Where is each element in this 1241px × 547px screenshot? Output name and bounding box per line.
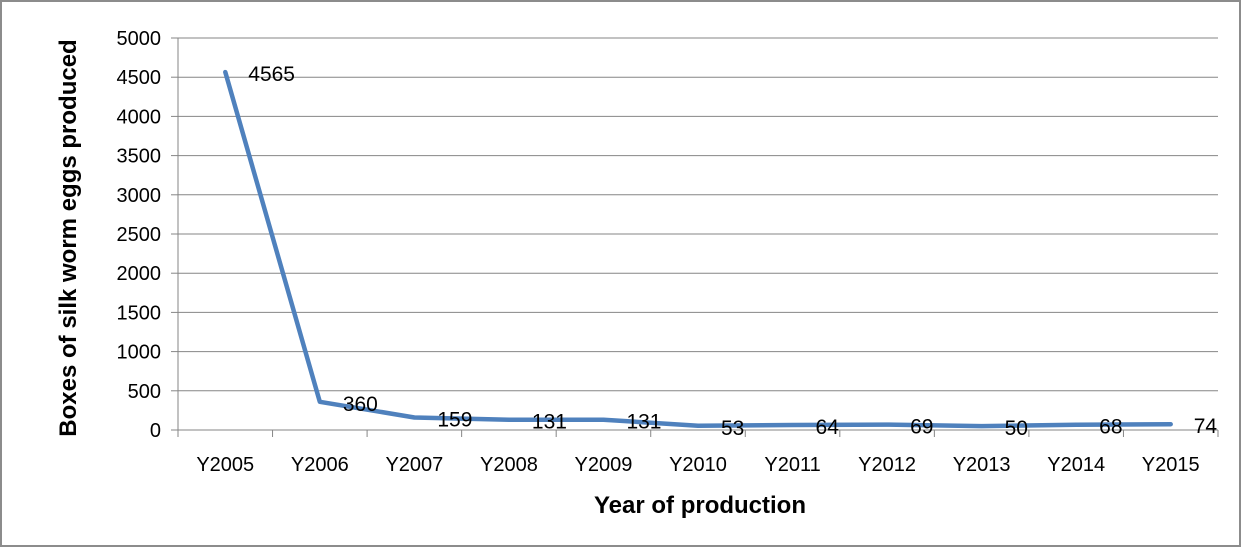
data-label: 131 [532,411,567,434]
gridlines [178,37,1218,392]
y-tick-label: 3500 [117,146,162,168]
data-label: 360 [343,393,378,416]
data-label: 50 [1005,417,1028,440]
data-label: 159 [437,409,472,432]
y-tick-label: 4000 [117,106,162,128]
x-tick-label: Y2014 [1047,454,1105,476]
data-label: 68 [1099,416,1122,439]
y-tick-label: 2000 [117,263,162,285]
x-tick-label: Y2010 [669,454,727,476]
x-tick-label: Y2012 [858,454,916,476]
data-label: 53 [721,417,744,440]
y-tick-labels: 0 500 1000 1500 2000 2500 3000 3500 4000 4500 5000 [117,28,162,442]
y-tick-label: 1500 [117,302,162,324]
y-tick-label: 4500 [117,67,162,89]
x-tick-label: Y2009 [575,454,633,476]
y-tick-label: 3000 [117,185,162,207]
axes [171,37,1219,437]
x-tick-label: Y2005 [196,454,254,476]
y-tick-label: 0 [150,420,161,442]
data-label: 69 [910,416,933,439]
y-tick-label: 500 [128,381,161,403]
data-label: 64 [816,416,840,439]
series-line-layer [223,69,1173,429]
x-tick-label: Y2011 [764,454,820,476]
x-tick-label: Y2007 [385,454,443,476]
y-axis-title: Boxes of silk worm eggs produced [55,39,82,436]
y-tick-label: 5000 [117,28,162,50]
x-tick-label: Y2015 [1142,454,1200,476]
x-tick-label: Y2008 [480,454,538,476]
x-axis-title: Year of production [594,492,806,519]
x-tick-label: Y2006 [291,454,349,476]
data-labels: 4565 360 159 131 131 53 64 69 50 68 74 [248,63,1217,440]
series-line [223,69,1173,429]
y-tick-label: 1000 [117,342,162,364]
data-label: 131 [626,411,661,434]
x-tick-label: Y2013 [953,454,1011,476]
y-tick-label: 2500 [117,224,162,246]
x-tick-labels: Y2005 Y2006 Y2007 Y2008 Y2009 Y2010 Y2011 Y2012… [196,454,1199,476]
data-label: 4565 [248,63,295,86]
data-label: 74 [1194,415,1218,438]
